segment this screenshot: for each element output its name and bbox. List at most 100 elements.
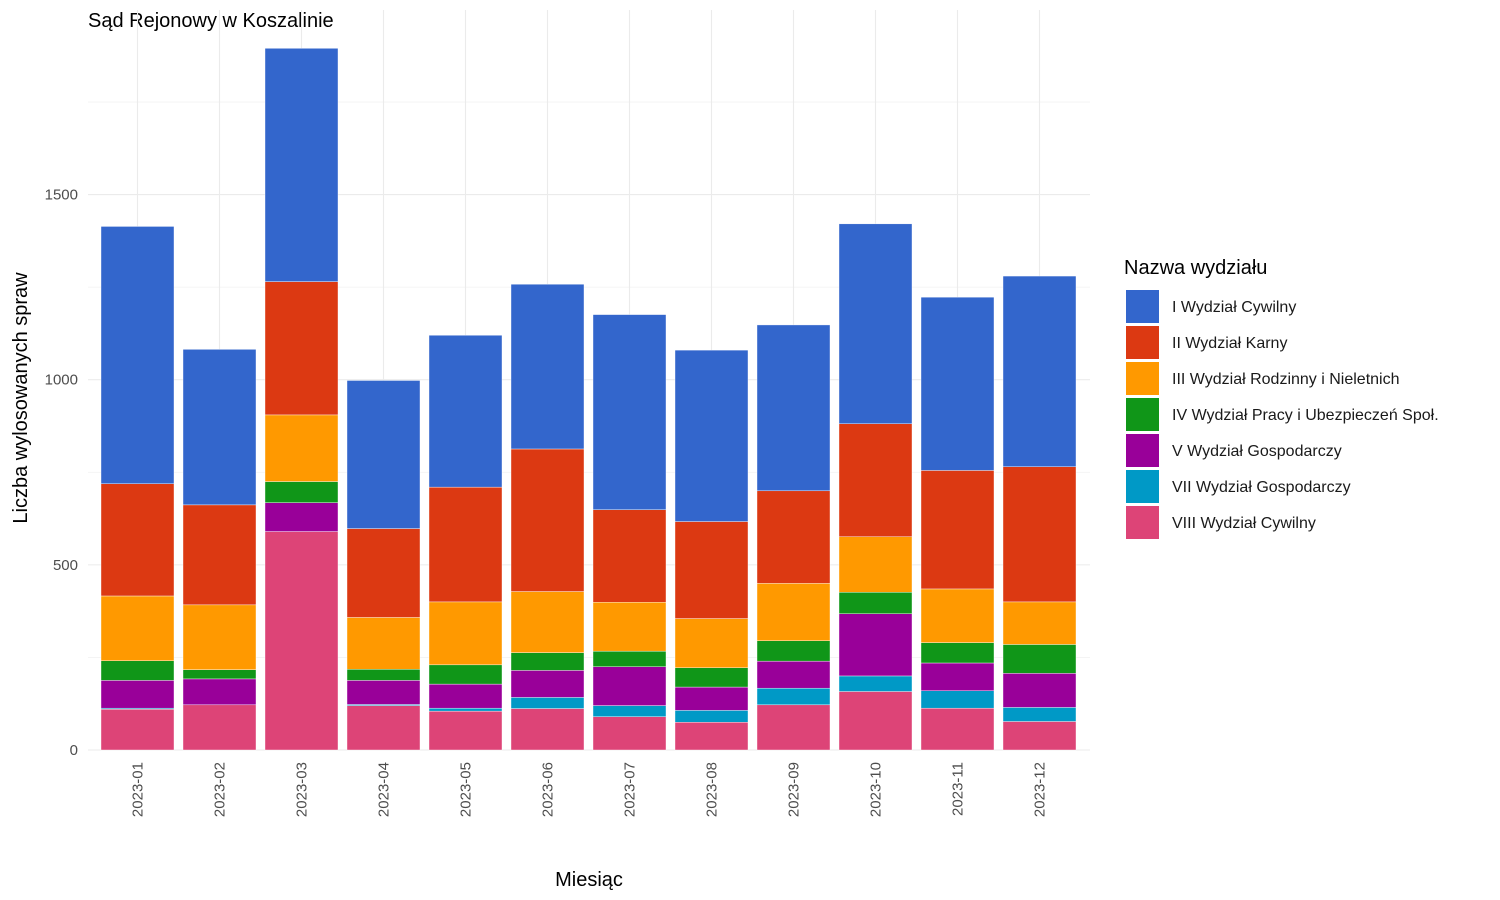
bar-segment xyxy=(756,324,831,492)
x-tick-label: 2023-09 xyxy=(786,762,803,817)
legend-label: II Wydział Karny xyxy=(1172,335,1287,352)
bar-segment xyxy=(428,683,503,709)
bar-segment xyxy=(100,680,175,709)
y-axis-ticks: 0 500 1000 1500 xyxy=(45,187,78,759)
bar-segment xyxy=(592,666,667,706)
bar-segment xyxy=(920,662,995,691)
bar-segment xyxy=(510,448,585,592)
legend-swatch xyxy=(1126,470,1159,503)
legend-label: VII Wydział Gospodarczy xyxy=(1172,479,1351,496)
bar-segment xyxy=(182,604,257,670)
bar-segment xyxy=(592,602,667,652)
bar-segment xyxy=(1002,466,1077,603)
bar-segment xyxy=(428,707,503,712)
bar-segment xyxy=(838,675,913,692)
bar-segment xyxy=(592,705,667,717)
legend-title: Nazwa wydziału xyxy=(1124,257,1267,279)
x-tick-label: 2023-02 xyxy=(212,762,229,817)
bar-segment xyxy=(1002,707,1077,722)
legend-label: VIII Wydział Cywilny xyxy=(1172,515,1316,532)
bar-segment xyxy=(428,486,503,603)
bar-segment xyxy=(674,667,749,688)
x-tick-label: 2023-10 xyxy=(868,762,885,817)
legend-label: I Wydział Cywilny xyxy=(1172,299,1296,316)
bar-segment xyxy=(920,690,995,709)
bar-segment xyxy=(1002,644,1077,674)
bar-segment xyxy=(428,335,503,488)
bar-segment xyxy=(510,652,585,671)
bar-segment xyxy=(920,470,995,590)
bar-segment xyxy=(838,613,913,677)
bars xyxy=(100,48,1077,751)
bar-segment xyxy=(1002,721,1077,751)
x-axis-title: Miesiąc xyxy=(555,869,623,891)
bar-segment xyxy=(756,660,831,689)
bar-segment xyxy=(428,601,503,666)
bar-segment xyxy=(838,536,913,593)
bar-segment xyxy=(1002,601,1077,645)
bar-segment xyxy=(182,504,257,606)
bar-segment xyxy=(100,595,175,661)
bar-segment xyxy=(510,591,585,653)
bar-segment xyxy=(756,687,831,706)
bar-segment xyxy=(264,48,339,282)
legend-label: III Wydział Rodzinny i Nieletnich xyxy=(1172,371,1400,388)
bar-segment xyxy=(674,618,749,669)
bar-segment xyxy=(346,617,421,670)
bar-segment xyxy=(674,349,749,522)
bar-segment xyxy=(756,583,831,641)
bar-segment xyxy=(100,660,175,681)
bar-segment xyxy=(592,509,667,603)
bar-segment xyxy=(756,490,831,584)
y-tick-label: 0 xyxy=(70,742,78,759)
bar-segment xyxy=(838,423,913,537)
y-tick-label: 1000 xyxy=(45,372,78,389)
bar-segment xyxy=(182,669,257,680)
bar-segment xyxy=(510,708,585,751)
bar-segment xyxy=(838,592,913,614)
bar-segment xyxy=(100,226,175,484)
bar-segment xyxy=(100,483,175,597)
bar-segment xyxy=(264,531,339,751)
bar-segment xyxy=(1002,275,1077,467)
y-axis-title: Liczba wylosowanych spraw xyxy=(10,272,32,524)
y-tick-label: 500 xyxy=(53,557,78,574)
bar-segment xyxy=(182,349,257,506)
legend-label: V Wydział Gospodarczy xyxy=(1172,443,1342,460)
x-tick-label: 2023-08 xyxy=(704,762,721,817)
y-tick-label: 1500 xyxy=(45,187,78,204)
legend-swatch xyxy=(1126,290,1159,323)
legend-swatch xyxy=(1126,326,1159,359)
bar-segment xyxy=(182,704,257,751)
x-tick-label: 2023-06 xyxy=(540,762,557,817)
bar-segment xyxy=(264,481,339,503)
bar-segment xyxy=(592,314,667,510)
legend-swatch xyxy=(1126,362,1159,395)
x-tick-label: 2023-04 xyxy=(376,762,393,817)
bar-segment xyxy=(346,528,421,618)
bar-segment xyxy=(838,223,913,424)
bar-segment xyxy=(756,640,831,662)
x-tick-label: 2023-01 xyxy=(130,762,147,817)
bar-segment xyxy=(100,709,175,751)
bar-segment xyxy=(264,281,339,416)
bar-segment xyxy=(920,707,995,751)
legend-swatch xyxy=(1126,434,1159,467)
bar-segment xyxy=(920,296,995,471)
bar-segment xyxy=(346,705,421,751)
bar-segment xyxy=(428,710,503,751)
x-tick-label: 2023-07 xyxy=(622,762,639,817)
legend: Nazwa wydziału I Wydział Cywilny II Wydzi… xyxy=(1124,257,1439,539)
bar-segment xyxy=(510,670,585,698)
bar-segment xyxy=(1002,673,1077,708)
legend-label: IV Wydział Pracy i Ubezpieczeń Społ. xyxy=(1172,407,1439,424)
bar-segment xyxy=(920,642,995,664)
bar-segment xyxy=(182,678,257,706)
bar-segment xyxy=(674,710,749,723)
bar-segment xyxy=(674,521,749,619)
bar-segment xyxy=(510,697,585,709)
bar-segment xyxy=(510,284,585,450)
x-tick-label: 2023-11 xyxy=(950,762,967,816)
bar-segment xyxy=(920,588,995,643)
